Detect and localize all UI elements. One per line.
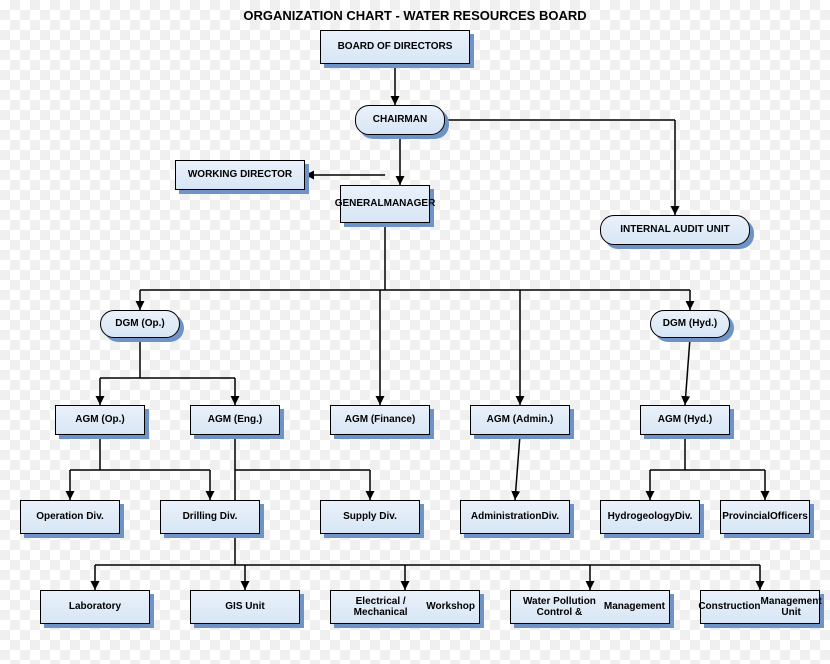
node-cmu-line0: Construction <box>698 601 760 613</box>
node-emw: Electrical / MechanicalWorkshop <box>330 590 480 624</box>
node-prov_off-line1: Officers <box>770 511 808 523</box>
node-op_div-line0: Operation Div. <box>36 511 104 523</box>
node-gm: GENERALMANAGER <box>340 185 430 223</box>
node-workdir: WORKING DIRECTOR <box>175 160 305 190</box>
node-prov_off-line0: Provincial <box>722 511 770 523</box>
node-agm_hyd: AGM (Hyd.) <box>640 405 730 435</box>
node-supply_div-line0: Supply Div. <box>343 511 397 523</box>
node-supply_div: Supply Div. <box>320 500 420 534</box>
node-agm_fin-line0: AGM (Finance) <box>345 414 416 426</box>
node-wpcm-line0: Water Pollution Control & <box>515 596 604 619</box>
node-board: BOARD OF DIRECTORS <box>320 30 470 64</box>
node-board-line0: BOARD OF DIRECTORS <box>338 41 453 53</box>
node-agm_fin: AGM (Finance) <box>330 405 430 435</box>
node-hydro_div-line0: Hydrogeology <box>608 511 675 523</box>
node-wpcm-line1: Management <box>604 601 665 613</box>
node-iau: INTERNAL AUDIT UNIT <box>600 215 750 245</box>
node-emw-line0: Electrical / Mechanical <box>335 596 426 619</box>
e-dgmhyd-agm <box>685 338 690 405</box>
node-chairman-line0: CHAIRMAN <box>373 114 427 126</box>
node-dgm_hyd: DGM (Hyd.) <box>650 310 730 338</box>
node-drill_div: Drilling Div. <box>160 500 260 534</box>
node-chairman: CHAIRMAN <box>355 105 445 135</box>
node-agm_eng-line0: AGM (Eng.) <box>208 414 262 426</box>
page-title: ORGANIZATION CHART - WATER RESOURCES BOA… <box>0 8 830 23</box>
node-cmu-line1: Management Unit <box>761 596 822 619</box>
node-gm-line1: MANAGER <box>384 198 436 210</box>
node-gis-line0: GIS Unit <box>225 601 264 613</box>
node-agm_adm-line0: AGM (Admin.) <box>487 414 554 426</box>
node-drill_div-line0: Drilling Div. <box>183 511 238 523</box>
node-dgm_op-line0: DGM (Op.) <box>115 318 164 330</box>
node-agm_hyd-line0: AGM (Hyd.) <box>658 414 712 426</box>
node-agm_op: AGM (Op.) <box>55 405 145 435</box>
node-agm_eng: AGM (Eng.) <box>190 405 280 435</box>
node-cmu: ConstructionManagement Unit <box>700 590 820 624</box>
node-lab-line0: Laboratory <box>69 601 121 613</box>
node-lab: Laboratory <box>40 590 150 624</box>
node-gm-line0: GENERAL <box>335 198 384 210</box>
node-hydro_div: HydrogeologyDiv. <box>600 500 700 534</box>
node-dgm_hyd-line0: DGM (Hyd.) <box>663 318 717 330</box>
node-iau-line0: INTERNAL AUDIT UNIT <box>620 224 729 236</box>
node-gis: GIS Unit <box>190 590 300 624</box>
node-agm_op-line0: AGM (Op.) <box>75 414 124 426</box>
node-admin_div-line1: Div. <box>541 511 559 523</box>
node-hydro_div-line1: Div. <box>675 511 693 523</box>
node-admin_div-line0: Administration <box>471 511 542 523</box>
node-wpcm: Water Pollution Control &Management <box>510 590 670 624</box>
node-dgm_op: DGM (Op.) <box>100 310 180 338</box>
e-agmadm-admin <box>515 435 520 500</box>
node-workdir-line0: WORKING DIRECTOR <box>188 169 292 181</box>
node-prov_off: ProvincialOfficers <box>720 500 810 534</box>
node-op_div: Operation Div. <box>20 500 120 534</box>
node-admin_div: AdministrationDiv. <box>460 500 570 534</box>
node-agm_adm: AGM (Admin.) <box>470 405 570 435</box>
node-emw-line1: Workshop <box>426 601 475 613</box>
